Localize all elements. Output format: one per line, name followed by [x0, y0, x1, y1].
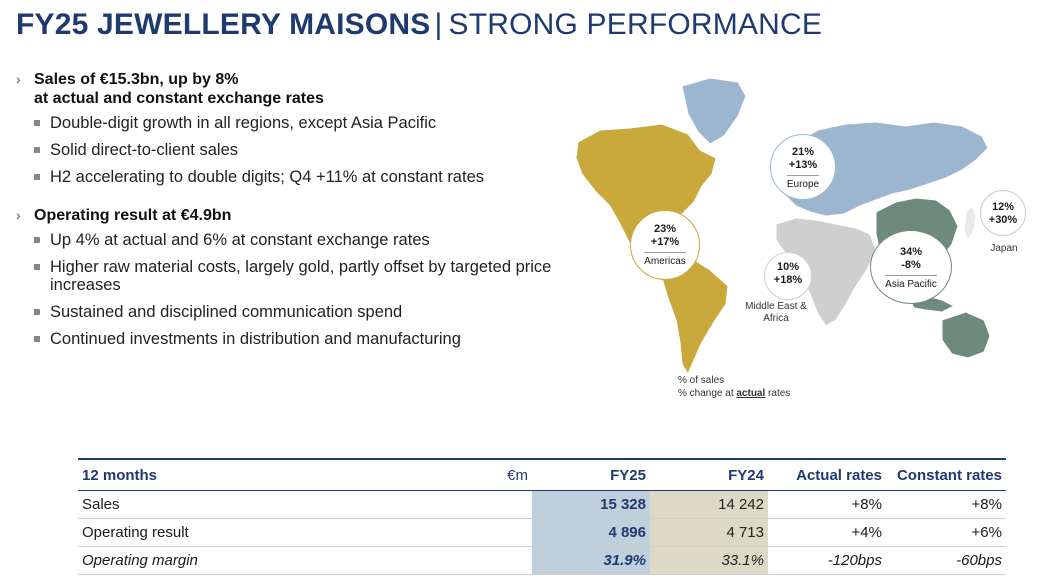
list-item: Solid direct-to-client sales: [16, 141, 576, 159]
header-unit: €m: [444, 458, 532, 491]
sales-heading-line2: at actual and constant exchange rates: [34, 90, 324, 107]
title-separator: |: [434, 8, 443, 41]
chevron-right-icon: ›: [16, 207, 21, 223]
list-item: Double-digit growth in all regions, exce…: [16, 114, 576, 132]
sales-heading: › Sales of €15.3bn, up by 8% at actual a…: [16, 70, 576, 108]
south-america-shape: [661, 255, 729, 376]
header-actual-rates: Actual rates: [768, 458, 886, 491]
list-item: Sustained and disciplined communication …: [16, 303, 576, 321]
americas-callout: 23% +17% Americas: [630, 210, 700, 280]
operating-section: › Operating result at €4.9bn Up 4% at ac…: [16, 206, 576, 348]
bullet-square-icon: [34, 174, 40, 180]
europe-callout: 21% +13% Europe: [770, 134, 836, 200]
financial-table: 12 months €m FY25 FY24 Actual rates Cons…: [78, 458, 1006, 575]
title-main: FY25 JEWELLERY MAISONS: [16, 8, 431, 41]
header-fy25: FY25: [532, 458, 650, 491]
australia-shape: [941, 311, 991, 359]
bullet-square-icon: [34, 264, 40, 270]
table-row: Operating result 4 896 4 713 +4% +6%: [78, 518, 1006, 547]
title-subtitle: STRONG PERFORMANCE: [448, 8, 823, 41]
page-title: FY25 JEWELLERY MAISONS | STRONG PERFORMANC…: [16, 8, 822, 42]
sales-list: Double-digit growth in all regions, exce…: [16, 114, 576, 186]
japan-label: Japan: [990, 243, 1018, 254]
japan-shape: [963, 205, 977, 242]
europe-russia-shape: [777, 121, 989, 217]
bullet-content: › Sales of €15.3bn, up by 8% at actual a…: [16, 70, 576, 357]
map-legend: % of sales % change at actual rates: [678, 375, 791, 399]
header-fy24: FY24: [650, 458, 768, 491]
mea-label: Middle East & Africa: [745, 301, 807, 324]
list-item: Continued investments in distribution an…: [16, 330, 576, 348]
header-period: 12 months: [78, 458, 444, 491]
table-header-row: 12 months €m FY25 FY24 Actual rates Cons…: [78, 458, 1006, 491]
header-constant-rates: Constant rates: [886, 458, 1006, 491]
bullet-square-icon: [34, 147, 40, 153]
bullet-square-icon: [34, 309, 40, 315]
greenland-shape: [681, 77, 747, 145]
table-row: Sales 15 328 14 242 +8% +8%: [78, 490, 1006, 519]
bullet-square-icon: [34, 336, 40, 342]
list-item: H2 accelerating to double digits; Q4 +11…: [16, 168, 576, 186]
japan-callout: 12% +30%: [980, 190, 1026, 236]
list-item: Higher raw material costs, largely gold,…: [16, 258, 576, 294]
operating-heading: › Operating result at €4.9bn: [16, 207, 232, 224]
bullet-square-icon: [34, 237, 40, 243]
sales-section: › Sales of €15.3bn, up by 8% at actual a…: [16, 70, 576, 186]
bullet-square-icon: [34, 120, 40, 126]
operating-list: Up 4% at actual and 6% at constant excha…: [16, 231, 576, 348]
table-row: Operating margin 31.9% 33.1% -120bps -60…: [78, 546, 1006, 575]
mea-callout: 10% +18%: [764, 252, 812, 300]
sales-heading-line1: Sales of €15.3bn, up by 8%: [34, 71, 239, 88]
list-item: Up 4% at actual and 6% at constant excha…: [16, 231, 576, 249]
chevron-right-icon: ›: [16, 71, 21, 87]
asia-pacific-callout: 34% -8% Asia Pacific: [870, 230, 952, 304]
